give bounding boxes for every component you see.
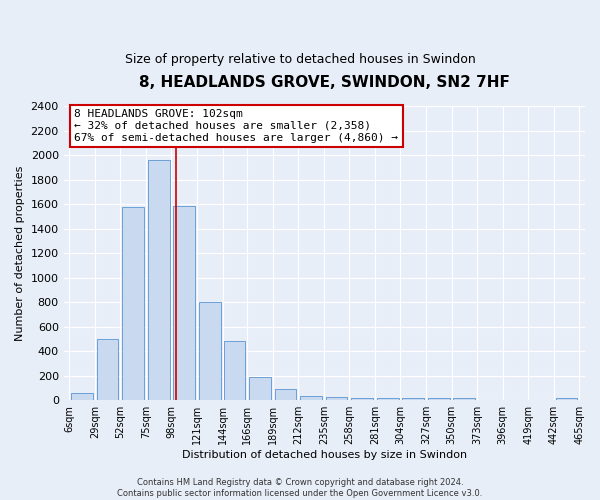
Bar	[403, 398, 424, 400]
Bar	[199, 302, 221, 400]
Bar	[249, 377, 271, 400]
Bar	[326, 396, 347, 400]
Bar	[300, 396, 322, 400]
Bar	[428, 398, 449, 400]
Bar	[148, 160, 170, 400]
X-axis label: Distribution of detached houses by size in Swindon: Distribution of detached houses by size …	[182, 450, 467, 460]
Bar	[454, 398, 475, 400]
Title: 8, HEADLANDS GROVE, SWINDON, SN2 7HF: 8, HEADLANDS GROVE, SWINDON, SN2 7HF	[139, 75, 510, 90]
Bar	[122, 207, 144, 400]
Bar	[351, 398, 373, 400]
Y-axis label: Number of detached properties: Number of detached properties	[15, 166, 25, 341]
Bar	[556, 398, 577, 400]
Text: Contains HM Land Registry data © Crown copyright and database right 2024.
Contai: Contains HM Land Registry data © Crown c…	[118, 478, 482, 498]
Bar	[377, 398, 398, 400]
Bar	[173, 206, 195, 400]
Bar	[275, 389, 296, 400]
Text: 8 HEADLANDS GROVE: 102sqm
← 32% of detached houses are smaller (2,358)
67% of se: 8 HEADLANDS GROVE: 102sqm ← 32% of detac…	[74, 110, 398, 142]
Bar	[71, 394, 93, 400]
Bar	[224, 342, 245, 400]
Text: Size of property relative to detached houses in Swindon: Size of property relative to detached ho…	[125, 52, 475, 66]
Bar	[97, 339, 118, 400]
